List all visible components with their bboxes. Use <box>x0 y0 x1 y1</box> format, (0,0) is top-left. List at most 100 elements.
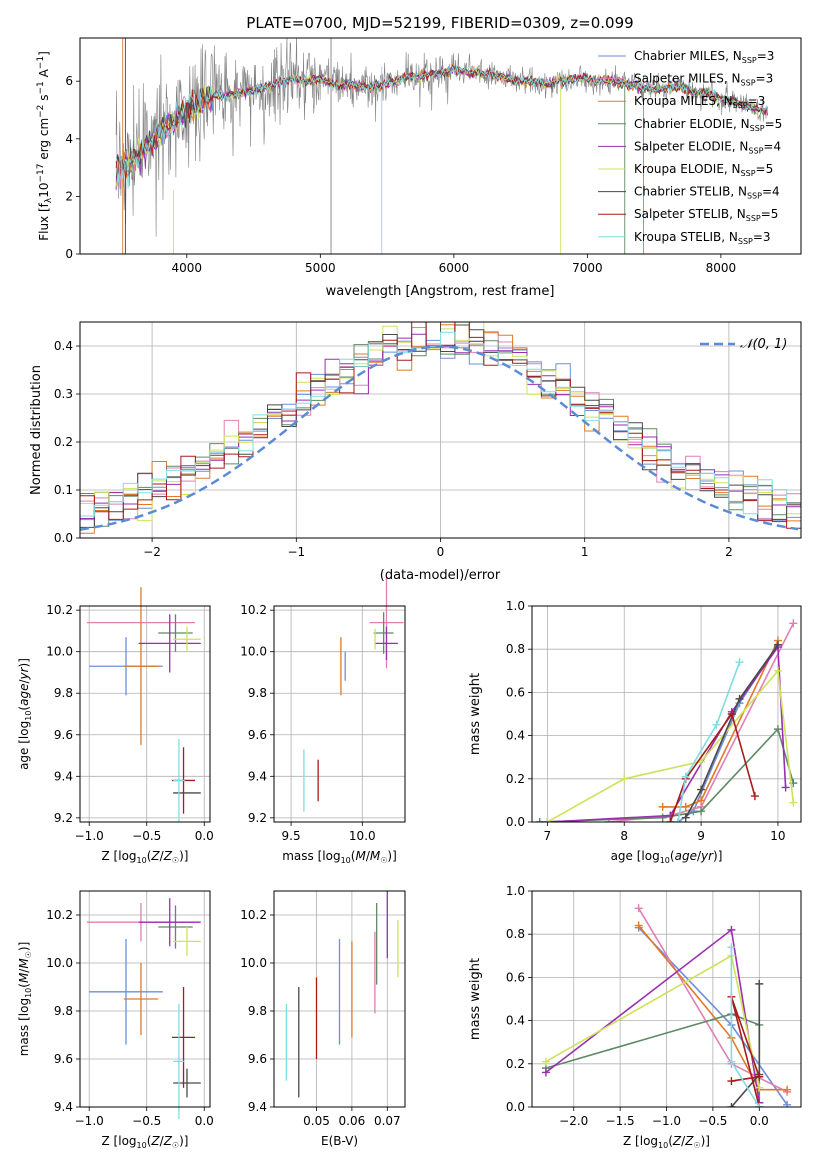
mass-weight-line-kroupa_miles <box>662 640 779 808</box>
mass-weight-vs-age-panel: 7 8 9 10 0.0 0.2 0.4 0.6 0.8 1.0 age [log10(age/yr… <box>506 599 802 865</box>
x-tick-label: 0.07 <box>374 1114 401 1128</box>
mass-weight-marker-salpeter_stelib <box>666 818 675 822</box>
x-tick-label: 0.0 <box>195 1114 214 1128</box>
age-vs-metallicity-panel: −1.0 −0.5 0.0 9.2 9.4 9.6 9.8 10.0 10.2 Z [log10(… <box>17 587 214 865</box>
age-vs-mass-panel: 9.5 10.0 9.2 9.4 9.6 9.8 10.0 10.2 mass [log10(M… <box>240 576 406 865</box>
model-spectrum-kroupa_stelib <box>115 65 768 190</box>
y-tick-label: 0 <box>65 247 73 261</box>
mass-weight-marker-kroupa_elodie <box>773 666 782 675</box>
axes-frame <box>79 605 211 823</box>
y-tick-label: 10.2 <box>240 908 267 922</box>
x-tick-label: 7000 <box>572 261 603 275</box>
histograms <box>80 322 801 534</box>
mass-weight-marker-kroupa_elodie <box>755 1083 764 1092</box>
x-tick-label: 6000 <box>439 261 470 275</box>
mass-weight-Z-ylabel: mass weight <box>468 958 483 1040</box>
residual-ylabel: Normed distribution <box>29 365 44 495</box>
y-tick-label: 9.6 <box>248 728 267 742</box>
y-tick-label: 4 <box>65 132 73 146</box>
axes-frame <box>79 321 802 539</box>
legend-label-chabrier_elodie: Chabrier ELODIE, NSSP=5 <box>634 117 782 133</box>
y-tick-label: 9.4 <box>248 769 267 783</box>
mass-weight-marker-chabrier_elodie <box>697 807 706 816</box>
mass-weight-marker-chabrier_miles <box>783 1100 792 1107</box>
axes-frame <box>531 605 802 823</box>
y-tick-label: 10.2 <box>46 603 73 617</box>
xlabel: Z [log10(Z/Z☉)] <box>102 1134 189 1150</box>
y-tick-label: 0.4 <box>506 729 525 743</box>
mass-weight-marker-kroupa_miles <box>783 1085 792 1094</box>
ylabel: age [log10(age/yr)] <box>17 658 33 770</box>
mass-weight-marker-salpeter_elodie <box>781 783 790 792</box>
x-tick-label: 8 <box>620 829 628 843</box>
x-tick-label: 10 <box>770 829 785 843</box>
mass-weight-marker-salpeter_stelib <box>727 1077 736 1086</box>
mass-weight-marker-salpeter_miles <box>634 904 643 913</box>
y-tick-label: 0.0 <box>54 531 73 545</box>
mass-weight-marker-chabrier_stelib <box>735 694 744 703</box>
mass-weight-marker-kroupa_miles <box>658 802 667 811</box>
residual-histogram-panel: −2 −1 0 1 2 0.0 0.1 0.2 0.3 0.4 𝒩(0, 1) <box>54 321 802 559</box>
y-tick-label: 1.0 <box>506 884 525 898</box>
mass-weight-line-chabrier_elodie <box>539 727 795 822</box>
x-tick-label: −1.0 <box>75 829 104 843</box>
y-tick-label: 0.8 <box>506 927 525 941</box>
y-tick-label: 10.2 <box>240 603 267 617</box>
x-tick-label: 0.05 <box>303 1114 330 1128</box>
mass-weight-marker-kroupa_stelib <box>674 818 683 822</box>
axes-frame <box>273 605 406 823</box>
xlabel: mass [log10(M/M☉)] <box>282 849 397 865</box>
legend-label-kroupa_stelib: Kroupa STELIB, NSSP=3 <box>634 230 771 246</box>
axes-frame <box>79 890 211 1108</box>
x-tick-label: −1.5 <box>606 1114 635 1128</box>
y-tick-label: 0.6 <box>506 970 525 984</box>
y-tick-label: 0.1 <box>54 483 73 497</box>
x-tick-label: 5000 <box>305 261 336 275</box>
spectrum-xlabel: wavelength [Angstrom, rest frame] <box>326 284 555 299</box>
y-tick-label: 9.8 <box>54 1004 73 1018</box>
y-tick-label: 9.6 <box>248 1052 267 1066</box>
mass-weight-marker-chabrier_stelib <box>755 979 764 988</box>
mass-weight-lines <box>535 619 798 822</box>
x-tick-label: 2 <box>725 545 733 559</box>
mass-weight-marker-chabrier_elodie <box>658 813 667 822</box>
x-tick-label: 0.0 <box>195 829 214 843</box>
mass-weight-marker-kroupa_stelib <box>727 943 736 952</box>
mass-weight-line-kroupa_stelib <box>677 661 741 822</box>
histogram-chabrier_elodie <box>80 322 801 534</box>
mass-weight-marker-salpeter_stelib <box>727 710 736 718</box>
mass-weight-line-salpeter_elodie <box>547 644 787 822</box>
xlabel: E(B-V) <box>321 1134 358 1148</box>
xlabel: Z [log10(Z/Z☉)] <box>623 1134 710 1150</box>
y-tick-label: 0.3 <box>54 387 73 401</box>
legend-label-normal: 𝒩(0, 1) <box>740 337 787 352</box>
mass-weight-marker-kroupa_miles <box>697 796 706 805</box>
legend-label-chabrier_miles: Chabrier MILES, NSSP=3 <box>634 49 774 65</box>
y-tick-label: 9.2 <box>54 811 73 825</box>
y-tick-label: 10.0 <box>46 645 73 659</box>
model-spectrum-salpeter_stelib <box>115 64 768 179</box>
normal-curve <box>80 345 799 531</box>
x-tick-label: −0.5 <box>132 1114 161 1128</box>
mass-weight-marker-salpeter_elodie <box>541 1068 550 1077</box>
x-tick-label: 0 <box>437 545 445 559</box>
legend-label-salpeter_miles: Salpeter MILES, NSSP=3 <box>634 72 773 88</box>
mass-weight-marker-chabrier_stelib <box>697 785 706 794</box>
mass-weight-marker-chabrier_stelib <box>727 1103 736 1107</box>
legend-label-kroupa_miles: Kroupa MILES, NSSP=3 <box>634 94 765 110</box>
x-tick-label: −2 <box>143 545 161 559</box>
y-tick-label: 0.6 <box>506 685 525 699</box>
mass-weight-marker-chabrier_elodie <box>773 725 782 734</box>
y-tick-label: 9.8 <box>54 686 73 700</box>
mass-weight-marker-kroupa_stelib <box>755 1103 764 1107</box>
mass-weight-line-salpeter_elodie <box>545 928 761 1103</box>
y-tick-label: 0.2 <box>506 772 525 786</box>
mass-weight-marker-kroupa_elodie <box>543 818 552 822</box>
legend-label-salpeter_elodie: Salpeter ELODIE, NSSP=4 <box>634 139 781 155</box>
xlabel: age [log10(age/yr)] <box>611 849 723 865</box>
x-tick-label: −0.5 <box>698 1114 727 1128</box>
mass-weight-marker-salpeter_stelib <box>750 792 759 801</box>
mass-weight-marker-kroupa_stelib <box>735 658 744 667</box>
x-tick-label: 4000 <box>172 261 203 275</box>
